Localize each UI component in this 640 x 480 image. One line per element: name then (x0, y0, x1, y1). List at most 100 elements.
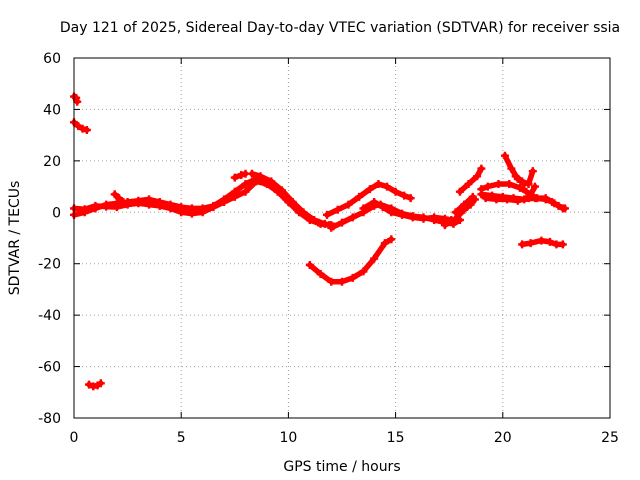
data-point (134, 199, 143, 208)
series-arc-m (455, 164, 486, 196)
data-point (241, 187, 250, 196)
data-point (518, 240, 527, 249)
data-point (522, 187, 531, 196)
data-point (503, 195, 512, 204)
series-arc-j (359, 198, 456, 224)
data-point (530, 182, 539, 191)
series-arc-start-decay (70, 118, 91, 134)
data-point (537, 236, 546, 245)
data-point (483, 182, 492, 191)
data-point (541, 194, 550, 203)
plot-frame (73, 57, 611, 419)
data-point (327, 277, 336, 286)
x-tick-label: 20 (494, 430, 512, 446)
data-point (419, 214, 428, 223)
data-point (511, 172, 520, 181)
y-tick-label: 0 (52, 205, 61, 221)
series-arc-l (451, 192, 477, 217)
data-point (492, 195, 501, 204)
data-point (374, 180, 383, 188)
data-point (115, 194, 124, 203)
data-point (545, 237, 554, 246)
series-arc-i (305, 235, 396, 286)
data-point (451, 208, 460, 217)
x-tick-label: 10 (279, 430, 297, 446)
data-point (305, 261, 314, 269)
series-arc-start-high (70, 92, 82, 106)
data-point (220, 198, 229, 206)
data-point (398, 210, 407, 219)
data-point (338, 277, 346, 286)
data-point (91, 201, 100, 210)
data-point (473, 172, 482, 181)
data-point (247, 169, 256, 178)
data-point (78, 124, 87, 133)
data-point (344, 200, 353, 209)
x-tick-label: 15 (387, 430, 405, 446)
data-point (477, 164, 486, 173)
plot-area (70, 92, 569, 391)
data-point (85, 380, 94, 389)
data-point (241, 180, 250, 188)
data-point (481, 194, 490, 203)
data-point (359, 204, 368, 213)
series-line (512, 168, 536, 187)
data-point (187, 209, 196, 218)
data-point (198, 208, 207, 217)
data-point (292, 205, 301, 214)
data-series-group (70, 92, 569, 391)
data-point (230, 192, 239, 201)
data-point (440, 221, 449, 230)
axis-ticks: 0 5 10 15 20 25 -80 -60 -40 -20 0 20 40 60 (38, 51, 619, 446)
x-tick-label: 5 (177, 430, 186, 446)
data-point (370, 254, 379, 263)
chart-title: Day 121 of 2025, Sidereal Day-to-day VTE… (60, 20, 620, 36)
data-point (464, 180, 473, 188)
data-point (80, 205, 89, 214)
data-point (383, 182, 392, 191)
data-point (119, 198, 128, 206)
data-point (494, 180, 503, 188)
data-point (145, 200, 154, 209)
data-point (558, 204, 567, 213)
data-point (550, 199, 559, 208)
data-point (102, 202, 111, 211)
series-arc-p (481, 194, 567, 213)
data-point (387, 235, 396, 244)
y-tick-label: -40 (38, 308, 61, 324)
y-tick-label: 40 (43, 102, 61, 118)
data-point (348, 273, 357, 282)
data-point (237, 171, 246, 179)
series-arc-r (511, 167, 537, 188)
data-point (528, 167, 537, 176)
data-point (524, 180, 533, 188)
series-arc-g (322, 180, 415, 219)
data-point (155, 201, 164, 210)
data-point (271, 185, 280, 194)
data-point (230, 173, 239, 182)
series-arc-outlier-low (85, 379, 105, 391)
data-point (209, 203, 218, 212)
data-point (507, 164, 516, 173)
series-arc-s (518, 236, 567, 249)
data-point (96, 379, 105, 388)
data-point (365, 185, 374, 194)
data-point (166, 204, 175, 213)
data-point (314, 218, 323, 227)
data-point (515, 183, 524, 192)
data-point (359, 267, 368, 276)
y-axis-label: SDTVAR / TECUs (7, 181, 23, 296)
data-point (370, 198, 379, 206)
data-point (73, 97, 82, 106)
data-point (500, 151, 509, 160)
data-point (460, 200, 469, 209)
data-point (177, 208, 186, 217)
data-point (250, 176, 259, 185)
data-point (338, 218, 346, 227)
y-tick-label: 20 (43, 154, 61, 170)
data-point (468, 192, 477, 201)
data-point (112, 203, 121, 212)
data-point (533, 194, 542, 203)
data-point (558, 240, 567, 249)
